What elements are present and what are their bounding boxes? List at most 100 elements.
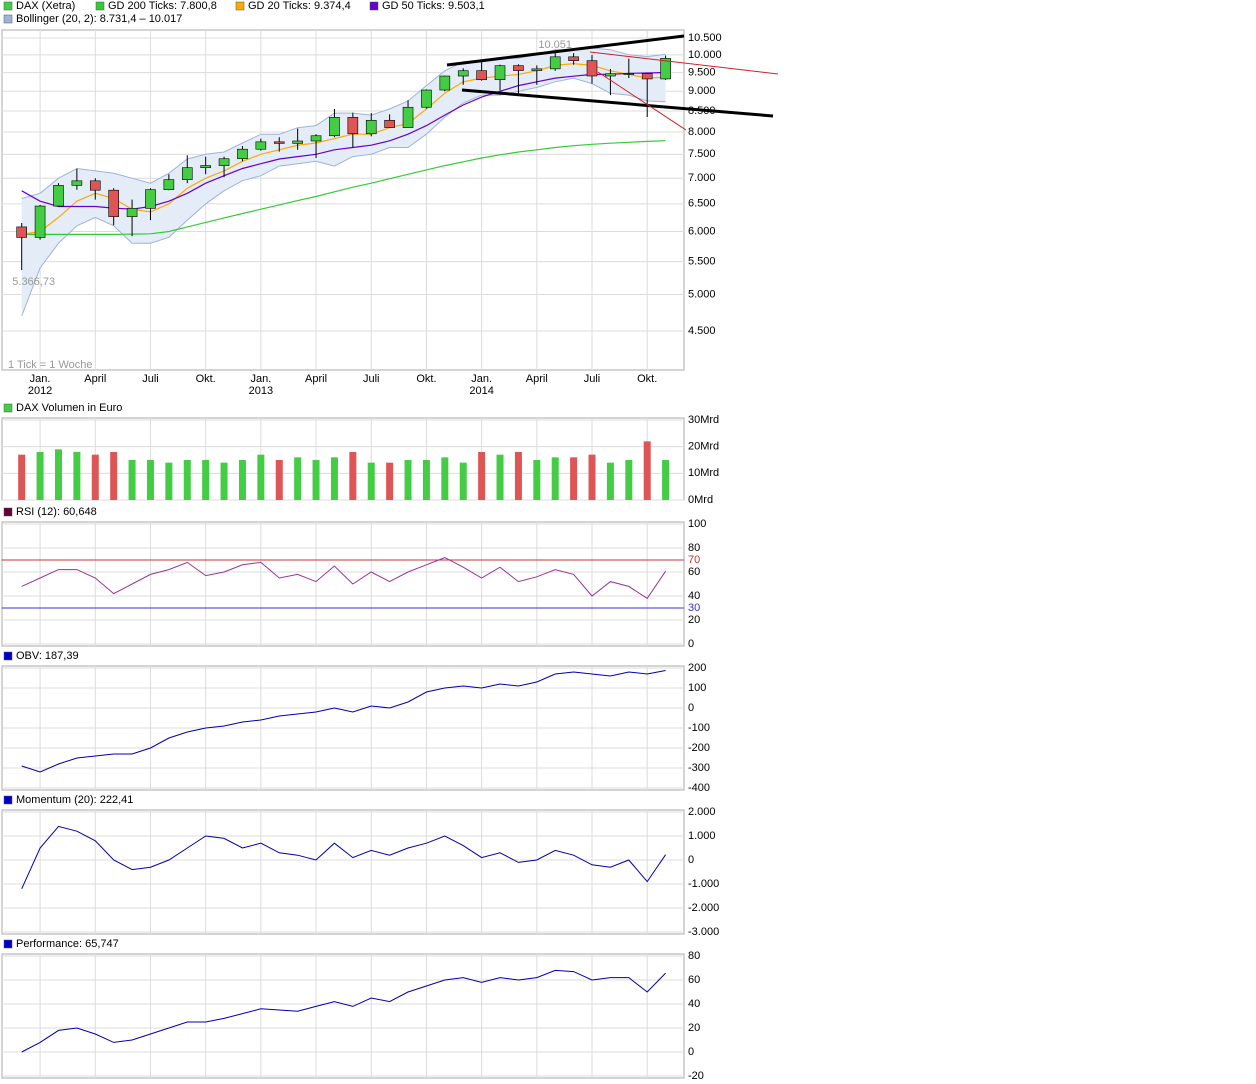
y-tick-label: 7.500 [688, 148, 716, 160]
bar [459, 462, 467, 500]
y-tick-label: 10.500 [688, 32, 722, 44]
y-tick-label: 0 [688, 702, 694, 714]
candle-body [218, 158, 230, 166]
candle-body [605, 73, 616, 77]
y-tick-label: 6.500 [688, 198, 716, 210]
candle-body [16, 226, 27, 238]
candle-body [439, 75, 451, 91]
bar [165, 462, 173, 500]
legend-swatch [3, 651, 13, 661]
reference-label: 70 [688, 554, 700, 566]
bar [312, 460, 320, 500]
y-tick-label: 8.500 [688, 105, 716, 117]
bar [441, 457, 449, 500]
line [21, 825, 667, 890]
bollinger-upper [21, 47, 666, 199]
y-tick-label: -2.000 [688, 902, 719, 914]
legend-swatch [235, 1, 245, 11]
legend-swatch [3, 507, 13, 517]
y-tick-label: 60 [688, 566, 700, 578]
bar [146, 460, 154, 500]
y-tick-label: 10Mrd [688, 467, 719, 479]
bar [625, 460, 633, 500]
y-tick-label: 1.000 [688, 830, 716, 842]
trend-line [461, 88, 774, 118]
candle-body [145, 189, 156, 209]
high-label: 10.051 [538, 39, 572, 51]
low-label: 5.366,73 [12, 276, 55, 288]
plot-area [1, 521, 685, 647]
line [21, 670, 666, 773]
x-tick-label: Juli [142, 373, 159, 385]
bar [128, 460, 136, 500]
x-tick-label: April [305, 373, 327, 385]
y-tick-label: 8.000 [688, 126, 716, 138]
x-year-label: 2012 [28, 385, 52, 397]
y-tick-label: 20 [688, 614, 700, 626]
x-year-label: 2014 [469, 385, 493, 397]
legend-label: GD 50 Ticks: 9.503,1 [382, 0, 485, 12]
y-tick-label: 100 [688, 518, 706, 530]
legend-swatch [95, 1, 105, 11]
candle-body [476, 70, 487, 81]
legend-swatch [3, 939, 13, 949]
candle-body [513, 65, 524, 71]
candle-body [53, 185, 64, 207]
panel-title: Performance: 65,747 [16, 938, 119, 950]
y-tick-label: -400 [688, 782, 710, 794]
bar [367, 462, 375, 500]
y-tick-label: 40 [688, 590, 700, 602]
y-tick-label: 0 [688, 854, 694, 866]
candle-body [237, 148, 248, 160]
trend-line [597, 71, 687, 131]
y-tick-label: 7.000 [688, 172, 716, 184]
candle-body [200, 165, 211, 168]
plot-area [1, 953, 685, 1079]
candle-body [586, 60, 598, 77]
panel-title: RSI (12): 60,648 [16, 506, 97, 518]
bar [54, 449, 62, 500]
note: 1 Tick = 1 Woche [8, 359, 92, 371]
y-tick-label: 5.000 [688, 288, 716, 300]
y-tick-label: -20 [688, 1070, 704, 1082]
candle-body [457, 70, 469, 77]
x-tick-label: Okt. [196, 373, 216, 385]
trend-line [446, 34, 685, 67]
y-tick-label: 5.500 [688, 256, 716, 268]
candle-body [163, 179, 175, 190]
x-tick-label: Jan. [250, 373, 271, 385]
y-tick-label: -100 [688, 722, 710, 734]
x-year-label: 2013 [249, 385, 273, 397]
candle-body [310, 135, 322, 142]
bar [18, 454, 26, 500]
bar [294, 457, 302, 500]
y-tick-label: 10.000 [688, 49, 722, 61]
bar [257, 454, 265, 500]
x-tick-label: April [526, 373, 548, 385]
panel-title: Momentum (20): 222,41 [16, 794, 133, 806]
bar [496, 454, 504, 500]
y-tick-label: 9.000 [688, 85, 716, 97]
y-tick-label: 100 [688, 682, 706, 694]
bar [404, 460, 412, 500]
x-tick-label: Jan. [30, 373, 51, 385]
y-tick-label: 40 [688, 998, 700, 1010]
bar [588, 454, 596, 500]
y-tick-label: 20 [688, 1022, 700, 1034]
candle-body [365, 119, 377, 135]
candle-body [34, 205, 46, 238]
bar [36, 452, 44, 500]
bar [422, 460, 430, 500]
bar [91, 454, 99, 500]
candle-body [402, 106, 414, 128]
bar [533, 460, 541, 500]
bar [238, 460, 246, 500]
bar [110, 452, 118, 500]
plot-area [1, 809, 685, 935]
candle-body [255, 141, 267, 150]
bollinger-lower [21, 77, 666, 317]
candle-body [641, 73, 653, 80]
y-tick-label: 0 [688, 638, 694, 650]
candle-body [108, 189, 119, 217]
